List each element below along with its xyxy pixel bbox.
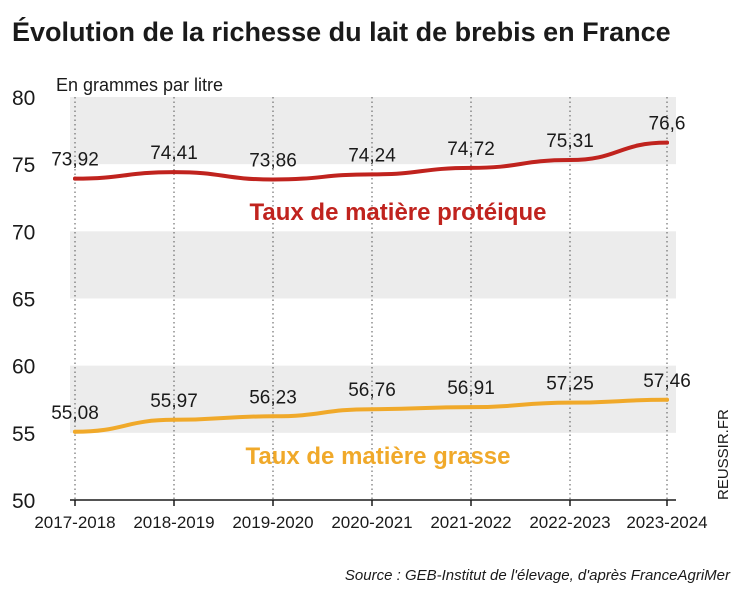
data-point-fat-2	[271, 414, 275, 419]
data-label-fat-2: 56,23	[249, 387, 297, 408]
data-label-protein-2: 73,86	[249, 150, 297, 171]
series-label-protein: Taux de matière protéique	[250, 199, 547, 226]
y-tick-60: 60	[12, 356, 35, 379]
data-label-fat-5: 57,25	[546, 374, 594, 395]
data-point-protein-0	[73, 176, 77, 181]
series-label-fat: Taux de matière grasse	[245, 443, 510, 470]
y-tick-80: 80	[12, 87, 35, 110]
y-tick-65: 65	[12, 289, 35, 312]
data-point-protein-1	[172, 170, 176, 175]
data-label-fat-6: 57,46	[643, 371, 691, 392]
y-tick-70: 70	[12, 221, 35, 244]
data-label-protein-1: 74,41	[150, 143, 198, 164]
y-axis-unit-label: En grammes par litre	[56, 75, 223, 95]
x-tick-2017-2018: 2017-2018	[34, 513, 115, 532]
credit-watermark: REUSSIR.FR	[715, 409, 732, 500]
y-tick-75: 75	[12, 154, 35, 177]
y-axis-ticks: 50 55 60 65 70 75 80	[12, 87, 35, 513]
data-label-protein-0: 73,92	[51, 150, 99, 171]
data-point-fat-6	[665, 397, 669, 402]
band-75-80	[70, 97, 676, 165]
x-axis-ticks: 2017-2018 2018-2019 2019-2020 2020-2021 2021…	[34, 500, 708, 532]
data-point-fat-3	[370, 407, 374, 412]
data-point-protein-6	[665, 140, 669, 145]
data-label-protein-4: 74,72	[447, 139, 495, 160]
data-point-fat-5	[568, 400, 572, 405]
x-tick-2023-2024: 2023-2024	[626, 513, 707, 532]
x-tick-2020-2021: 2020-2021	[331, 513, 412, 532]
data-label-protein-6: 76,6	[649, 114, 686, 135]
chart-title: Évolution de la richesse du lait de breb…	[12, 16, 671, 47]
source-note: Source : GEB-Institut de l'élevage, d'ap…	[345, 567, 731, 584]
data-point-protein-5	[568, 158, 572, 163]
data-label-fat-4: 56,91	[447, 378, 495, 399]
data-point-protein-4	[469, 165, 473, 170]
band-65-70	[70, 231, 676, 299]
x-tick-2019-2020: 2019-2020	[232, 513, 313, 532]
data-label-protein-3: 74,24	[348, 145, 396, 166]
y-tick-50: 50	[12, 490, 35, 513]
data-label-protein-5: 75,31	[546, 131, 594, 152]
x-tick-2021-2022: 2021-2022	[430, 513, 511, 532]
y-tick-55: 55	[12, 423, 35, 446]
data-point-protein-3	[370, 172, 374, 177]
data-label-fat-3: 56,76	[348, 380, 396, 401]
x-tick-2018-2019: 2018-2019	[133, 513, 214, 532]
series-group: 73,92 74,41 73,86 74,24 74,72 75,31 76,6 55,08 5…	[51, 114, 691, 434]
data-label-fat-1: 55,97	[150, 391, 198, 412]
data-point-protein-2	[271, 177, 275, 182]
background-bands	[70, 97, 676, 433]
data-point-fat-0	[73, 429, 77, 434]
data-point-fat-1	[172, 417, 176, 422]
data-point-fat-4	[469, 405, 473, 410]
x-tick-2022-2023: 2022-2023	[529, 513, 610, 532]
data-label-fat-0: 55,08	[51, 403, 99, 424]
